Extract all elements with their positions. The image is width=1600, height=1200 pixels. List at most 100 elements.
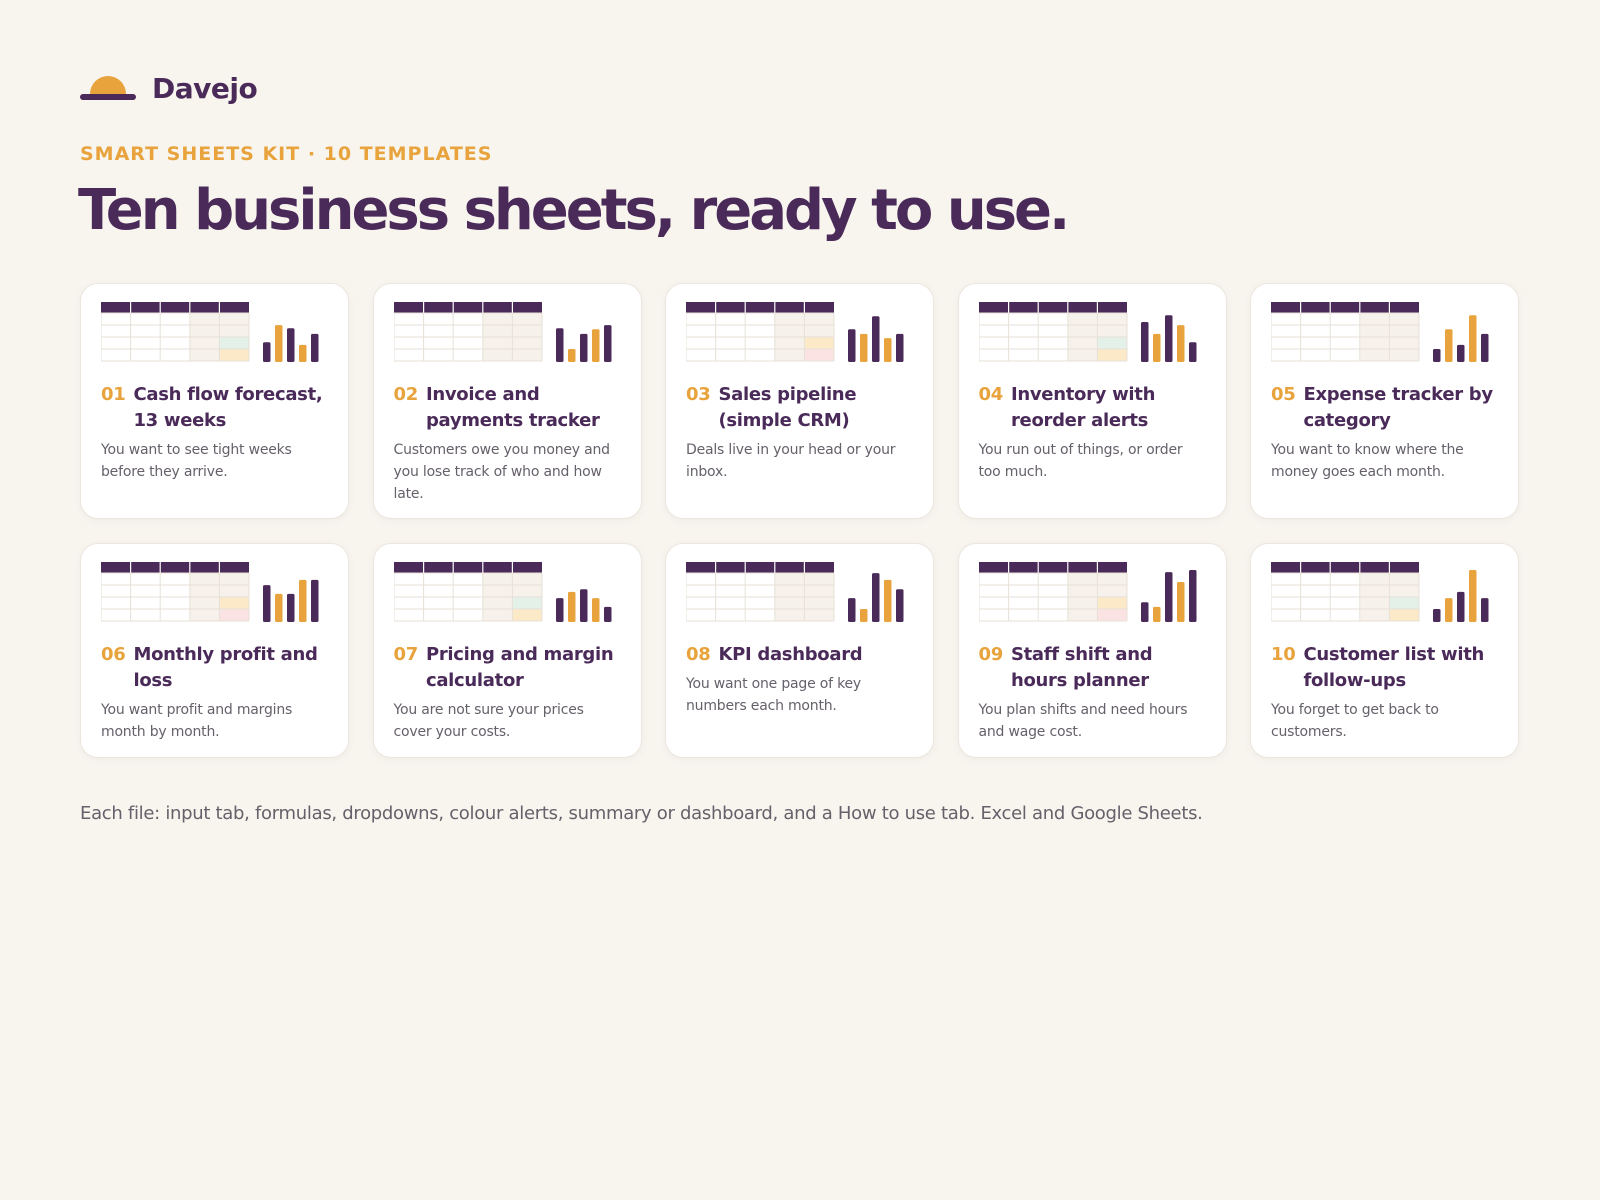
card-description: You want profit and margins month by mon… bbox=[101, 702, 293, 740]
sun-horizon-icon bbox=[80, 75, 136, 100]
template-card[interactable]: 02 Invoice and payments tracker Customers … bbox=[372, 283, 642, 519]
card-title: 04 Inventory with reorder alerts bbox=[979, 382, 1207, 434]
brand: Davejo bbox=[80, 72, 258, 105]
card-title: 08 KPI dashboard bbox=[686, 642, 914, 668]
chart-bar bbox=[872, 573, 880, 622]
card-description: You plan shifts and need hours and wage … bbox=[978, 702, 1188, 740]
chart-bar bbox=[1152, 333, 1160, 362]
chart-bar bbox=[1457, 344, 1465, 362]
card-title: 05 Expense tracker by category bbox=[1271, 382, 1499, 434]
template-card[interactable]: 07 Pricing and margin calculator You are n… bbox=[372, 543, 642, 758]
card-description: You forget to get back to customers. bbox=[1271, 702, 1439, 740]
card-title-text: Staff shift and hours planner bbox=[1010, 644, 1153, 691]
spreadsheet-chart-icon bbox=[686, 302, 904, 362]
chart-bar bbox=[555, 328, 563, 362]
chart-bar bbox=[567, 349, 575, 362]
chart-bar bbox=[263, 585, 271, 622]
chart-bar bbox=[603, 325, 611, 362]
chart-bar bbox=[884, 338, 892, 362]
chart-bar bbox=[275, 325, 283, 362]
card-title-text: Sales pipeline (simple CRM) bbox=[718, 384, 857, 431]
chart-bar bbox=[1481, 333, 1489, 362]
chart-bar bbox=[1188, 570, 1196, 622]
card-number: 03 bbox=[686, 384, 711, 405]
chart-bar bbox=[603, 606, 611, 622]
spreadsheet-chart-icon bbox=[393, 562, 611, 622]
card-title: 01 Cash flow forecast, 13 weeks bbox=[101, 382, 329, 434]
card-description: Deals live in your head or your inbox. bbox=[686, 442, 896, 480]
chart-bar bbox=[287, 328, 295, 362]
card-title: 09 Staff shift and hours planner bbox=[979, 642, 1207, 694]
card-number: 01 bbox=[101, 384, 126, 405]
card-number: 09 bbox=[978, 644, 1004, 665]
chart-bar bbox=[1469, 570, 1477, 622]
template-card[interactable]: 03 Sales pipeline (simple CRM) Deals live … bbox=[665, 283, 934, 519]
chart-bar bbox=[1164, 315, 1172, 362]
card-number: 02 bbox=[393, 384, 419, 405]
chart-bar bbox=[1433, 349, 1441, 362]
chart-bar bbox=[287, 593, 295, 622]
card-description: You run out of things, or order too much… bbox=[978, 442, 1183, 480]
chart-bar bbox=[299, 344, 307, 362]
chart-bar bbox=[1433, 609, 1441, 622]
card-title: 02 Invoice and payments tracker bbox=[394, 382, 622, 434]
footer-note: Each file: input tab, formulas, dropdown… bbox=[80, 803, 1203, 824]
card-description: You want to see tight weeks before they … bbox=[101, 442, 292, 480]
chart-bar bbox=[1469, 315, 1477, 362]
spreadsheet-chart-icon bbox=[978, 562, 1196, 622]
chart-bar bbox=[311, 333, 319, 362]
card-description: You are not sure your prices cover your … bbox=[393, 702, 584, 740]
spreadsheet-chart-icon bbox=[101, 302, 319, 362]
chart-bar bbox=[1445, 598, 1453, 622]
chart-bar bbox=[311, 579, 319, 622]
card-number: 04 bbox=[978, 384, 1004, 405]
card-title: 07 Pricing and margin calculator bbox=[394, 642, 622, 694]
chart-bar bbox=[1152, 606, 1160, 622]
card-description: You want one page of key numbers each mo… bbox=[686, 676, 861, 714]
chart-bar bbox=[1140, 602, 1148, 622]
card-number: 05 bbox=[1271, 384, 1296, 405]
template-card[interactable]: 10 Customer list with follow-ups You forge… bbox=[1250, 543, 1519, 758]
chart-bar bbox=[1164, 572, 1172, 622]
chart-bar bbox=[1176, 581, 1184, 622]
card-description: You want to know where the money goes ea… bbox=[1271, 442, 1464, 480]
chart-bar bbox=[1176, 325, 1184, 362]
card-number: 07 bbox=[393, 644, 419, 665]
template-card[interactable]: 08 KPI dashboard You want one page of key … bbox=[665, 543, 934, 758]
template-card[interactable]: 09 Staff shift and hours planner You plan … bbox=[957, 543, 1227, 758]
card-title-text: Inventory with reorder alerts bbox=[1010, 384, 1156, 431]
chart-bar bbox=[848, 329, 856, 362]
spreadsheet-chart-icon bbox=[1271, 302, 1489, 362]
chart-bar bbox=[1140, 321, 1148, 362]
card-title-text: Customer list with follow-ups bbox=[1303, 644, 1485, 691]
template-card[interactable]: 05 Expense tracker by category You want to… bbox=[1250, 283, 1519, 519]
card-title-text: Expense tracker by category bbox=[1303, 384, 1493, 431]
spreadsheet-chart-icon bbox=[686, 562, 904, 622]
brand-name: Davejo bbox=[152, 72, 258, 105]
chart-bar bbox=[591, 329, 599, 362]
template-card[interactable]: 06 Monthly profit and loss You want profit… bbox=[80, 543, 349, 758]
template-card[interactable]: 01 Cash flow forecast, 13 weeks You want t… bbox=[80, 283, 349, 519]
card-number: 06 bbox=[101, 644, 126, 665]
chart-bar bbox=[860, 609, 868, 622]
spreadsheet-chart-icon bbox=[978, 302, 1196, 362]
card-title-text: Invoice and payments tracker bbox=[425, 384, 600, 431]
spreadsheet-chart-icon bbox=[101, 562, 319, 622]
chart-bar bbox=[263, 342, 271, 362]
card-description: Customers owe you money and you lose tra… bbox=[393, 442, 611, 502]
chart-bar bbox=[896, 333, 904, 362]
chart-bar bbox=[579, 333, 587, 362]
card-number: 08 bbox=[686, 644, 711, 665]
chart-bar bbox=[299, 579, 307, 622]
chart-bar bbox=[567, 591, 575, 622]
spreadsheet-chart-icon bbox=[393, 302, 611, 362]
chart-bar bbox=[1457, 591, 1465, 622]
card-title: 10 Customer list with follow-ups bbox=[1271, 642, 1499, 694]
card-number: 10 bbox=[1271, 644, 1296, 665]
card-title-text: Pricing and margin calculator bbox=[425, 644, 614, 691]
card-title-text: KPI dashboard bbox=[718, 644, 863, 665]
eyebrow-label: SMART SHEETS KIT · 10 TEMPLATES bbox=[80, 143, 493, 165]
chart-bar bbox=[896, 589, 904, 622]
chart-bar bbox=[591, 598, 599, 622]
template-card[interactable]: 04 Inventory with reorder alerts You run o… bbox=[957, 283, 1227, 519]
